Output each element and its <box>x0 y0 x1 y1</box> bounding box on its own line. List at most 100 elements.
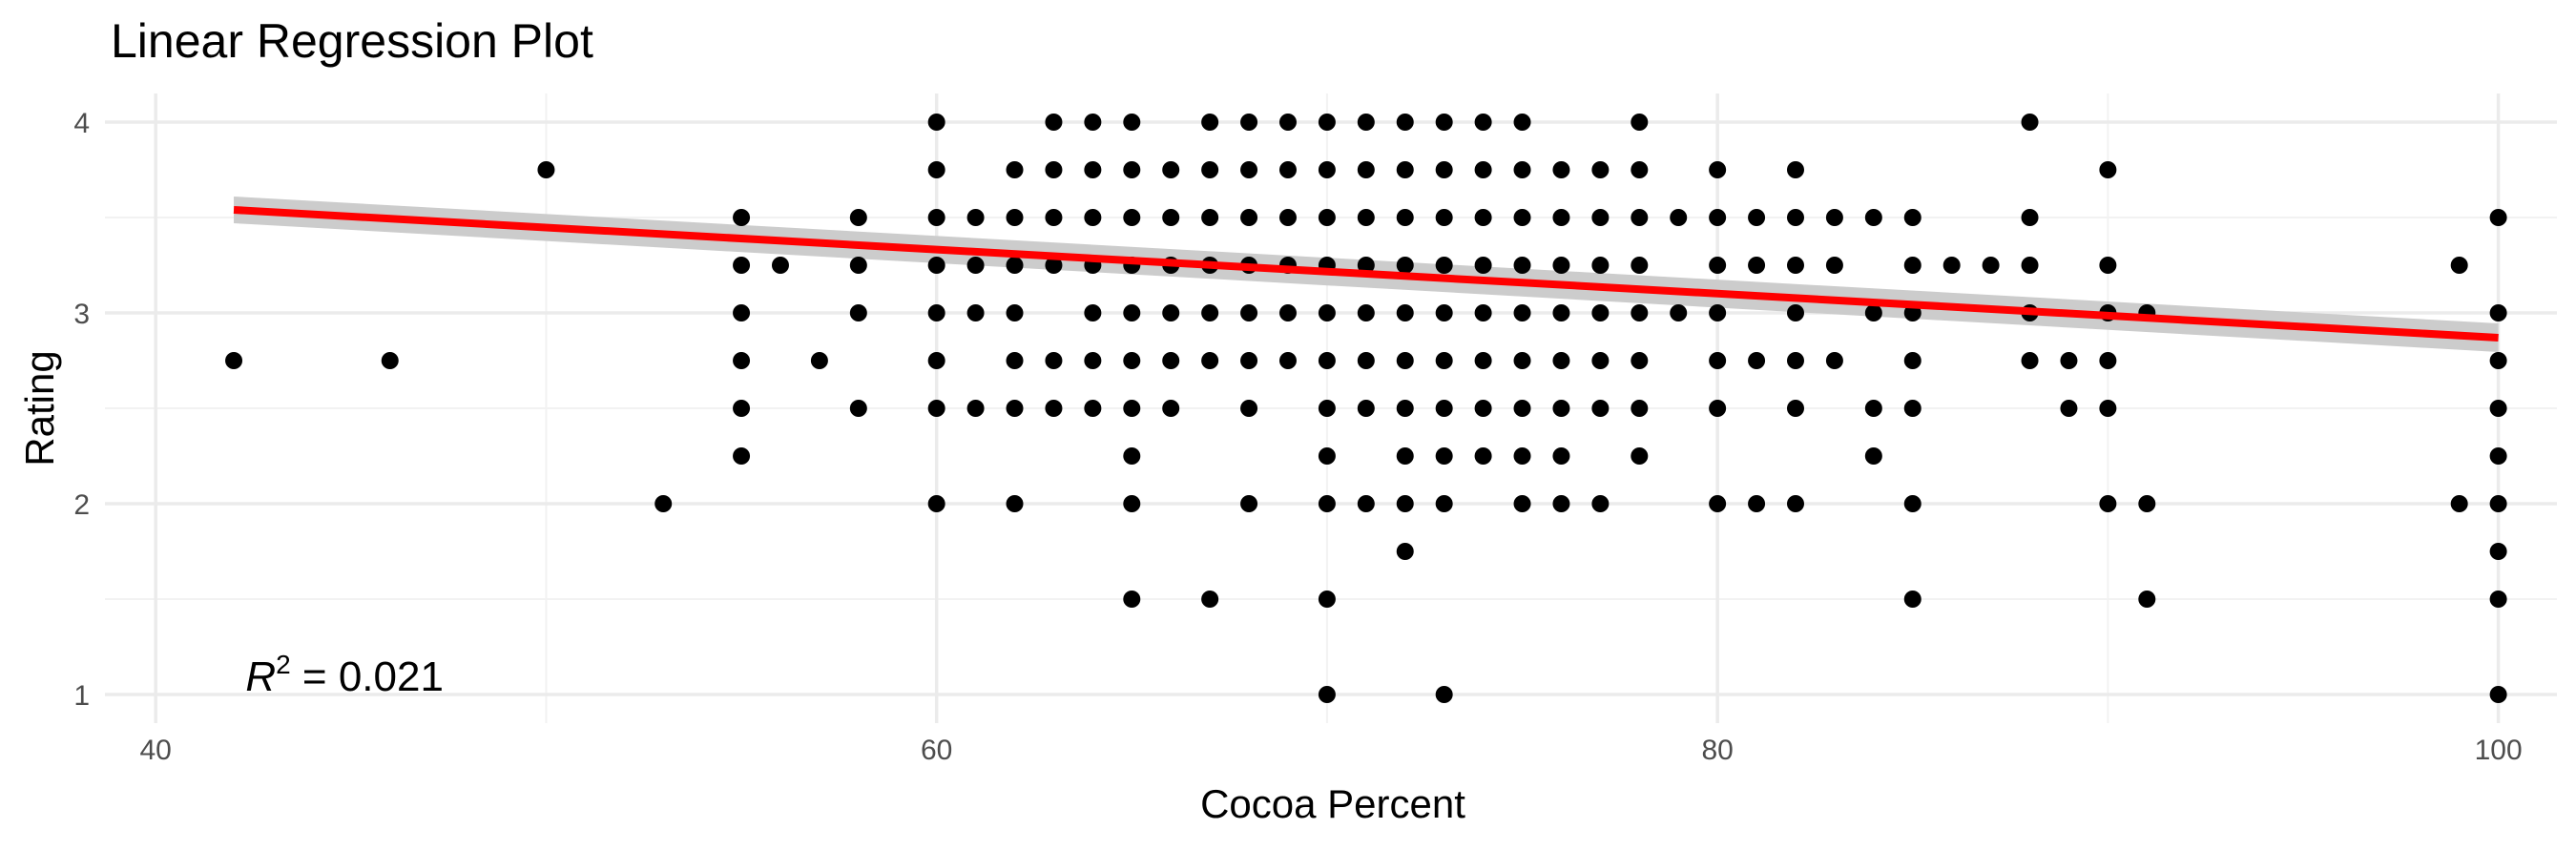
r-squared-annotation: R2 = 0.021 <box>245 650 444 700</box>
data-point <box>1162 400 1180 417</box>
data-point <box>1123 447 1141 465</box>
data-point <box>1631 352 1649 369</box>
data-point <box>1474 257 1492 274</box>
data-point <box>1709 400 1727 417</box>
data-point <box>1357 495 1375 512</box>
chart-title: Linear Regression Plot <box>111 14 593 68</box>
data-point <box>1748 209 1766 226</box>
data-point <box>2138 591 2156 608</box>
data-point <box>1552 209 1570 226</box>
data-point <box>1631 304 1649 321</box>
data-point <box>1045 400 1063 417</box>
data-point <box>1357 161 1375 178</box>
y-tick-label: 3 <box>73 299 90 330</box>
data-point <box>1201 591 1219 608</box>
data-point <box>1278 352 1297 369</box>
data-point <box>966 400 985 417</box>
data-point <box>2489 495 2507 512</box>
data-point <box>810 352 828 369</box>
data-point <box>1825 257 1843 274</box>
data-point <box>2099 161 2117 178</box>
data-point <box>1513 447 1531 465</box>
data-point <box>1474 304 1492 321</box>
data-point <box>1318 304 1336 321</box>
data-point <box>1513 161 1531 178</box>
x-tick-label: 100 <box>2475 735 2523 766</box>
data-point <box>2099 400 2117 417</box>
data-point <box>1162 161 1180 178</box>
data-point <box>2060 400 2078 417</box>
data-point <box>1162 304 1180 321</box>
data-point <box>1903 257 1922 274</box>
data-point <box>1201 161 1219 178</box>
r-squared-exponent: 2 <box>276 650 291 679</box>
data-point <box>1631 257 1649 274</box>
data-point <box>1474 447 1492 465</box>
data-point <box>1513 209 1531 226</box>
x-tick-label: 40 <box>140 735 172 766</box>
data-point <box>2489 543 2507 560</box>
data-point <box>1748 352 1766 369</box>
data-point <box>1396 495 1414 512</box>
data-point <box>1748 495 1766 512</box>
data-point <box>1084 304 1102 321</box>
data-point <box>927 209 945 226</box>
data-point <box>927 161 945 178</box>
data-point <box>1631 447 1649 465</box>
data-point <box>771 257 789 274</box>
data-point <box>1591 495 1610 512</box>
x-axis-ticks: 40 60 80 100 <box>140 735 2523 766</box>
data-point <box>1201 304 1219 321</box>
data-point <box>2489 400 2507 417</box>
data-point <box>1631 209 1649 226</box>
data-point <box>733 352 751 369</box>
data-point <box>1123 400 1141 417</box>
data-point <box>849 304 867 321</box>
data-point <box>1123 591 1141 608</box>
data-point <box>1435 495 1453 512</box>
data-point <box>1786 209 1804 226</box>
data-point <box>2021 209 2039 226</box>
data-point <box>2021 114 2039 131</box>
data-point <box>1825 352 1843 369</box>
x-axis-title: Cocoa Percent <box>1200 781 1465 826</box>
data-point <box>1318 495 1336 512</box>
data-point <box>1084 161 1102 178</box>
data-point <box>733 257 751 274</box>
data-point <box>927 257 945 274</box>
data-point <box>733 304 751 321</box>
data-point <box>1435 352 1453 369</box>
data-point <box>1786 352 1804 369</box>
data-point <box>1318 686 1336 703</box>
r-squared-symbol: R <box>245 653 276 700</box>
data-point <box>1123 114 1141 131</box>
data-point <box>1318 352 1336 369</box>
data-point <box>1201 114 1219 131</box>
y-tick-label: 1 <box>73 680 90 712</box>
data-point <box>1709 495 1727 512</box>
data-point <box>1045 161 1063 178</box>
data-point <box>1396 543 1414 560</box>
data-point <box>2489 591 2507 608</box>
data-point <box>1240 352 1258 369</box>
data-point <box>1006 400 1024 417</box>
data-point <box>2099 257 2117 274</box>
data-point <box>849 257 867 274</box>
data-points <box>225 114 2507 703</box>
data-point <box>1552 304 1570 321</box>
data-point <box>1786 257 1804 274</box>
data-point <box>1903 209 1922 226</box>
data-point <box>1591 161 1610 178</box>
data-point <box>1318 209 1336 226</box>
data-point <box>1474 400 1492 417</box>
data-point <box>1864 400 1882 417</box>
data-point <box>1591 400 1610 417</box>
data-point <box>2099 352 2117 369</box>
data-point <box>1357 304 1375 321</box>
data-point <box>1670 304 1688 321</box>
data-point <box>1786 495 1804 512</box>
data-point <box>2021 352 2039 369</box>
data-point <box>1123 209 1141 226</box>
data-point <box>1357 352 1375 369</box>
